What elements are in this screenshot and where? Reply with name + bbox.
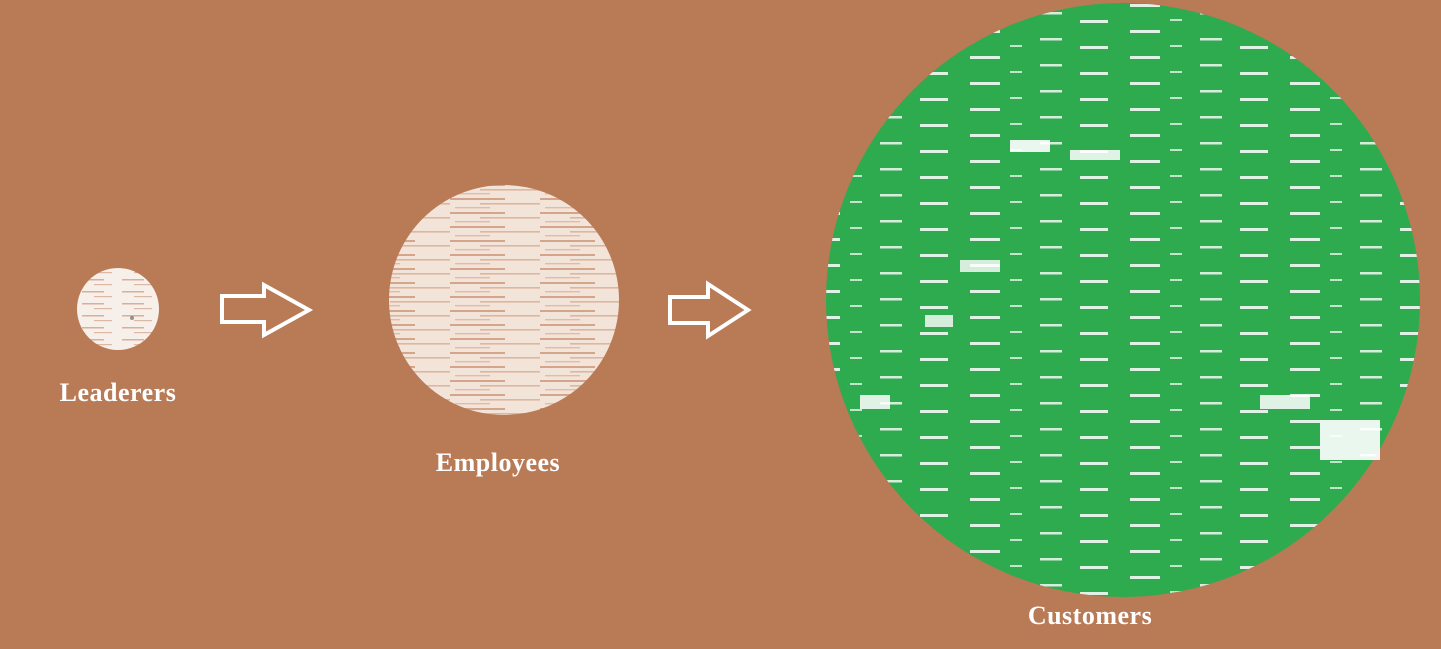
- right-arrow-icon: [668, 280, 752, 340]
- node-leaders: Leaderers: [60, 268, 177, 407]
- leaders-label: Leaderers: [60, 378, 177, 407]
- leaders-circle: [77, 268, 159, 350]
- customers-label: Customers: [1028, 601, 1152, 630]
- employees-label: Employees: [436, 448, 560, 477]
- node-employees: Employees: [389, 185, 619, 477]
- right-arrow-icon: [220, 281, 314, 339]
- node-customers: Customers: [826, 3, 1420, 630]
- customers-circle: [826, 3, 1420, 597]
- employees-circle: [389, 185, 619, 415]
